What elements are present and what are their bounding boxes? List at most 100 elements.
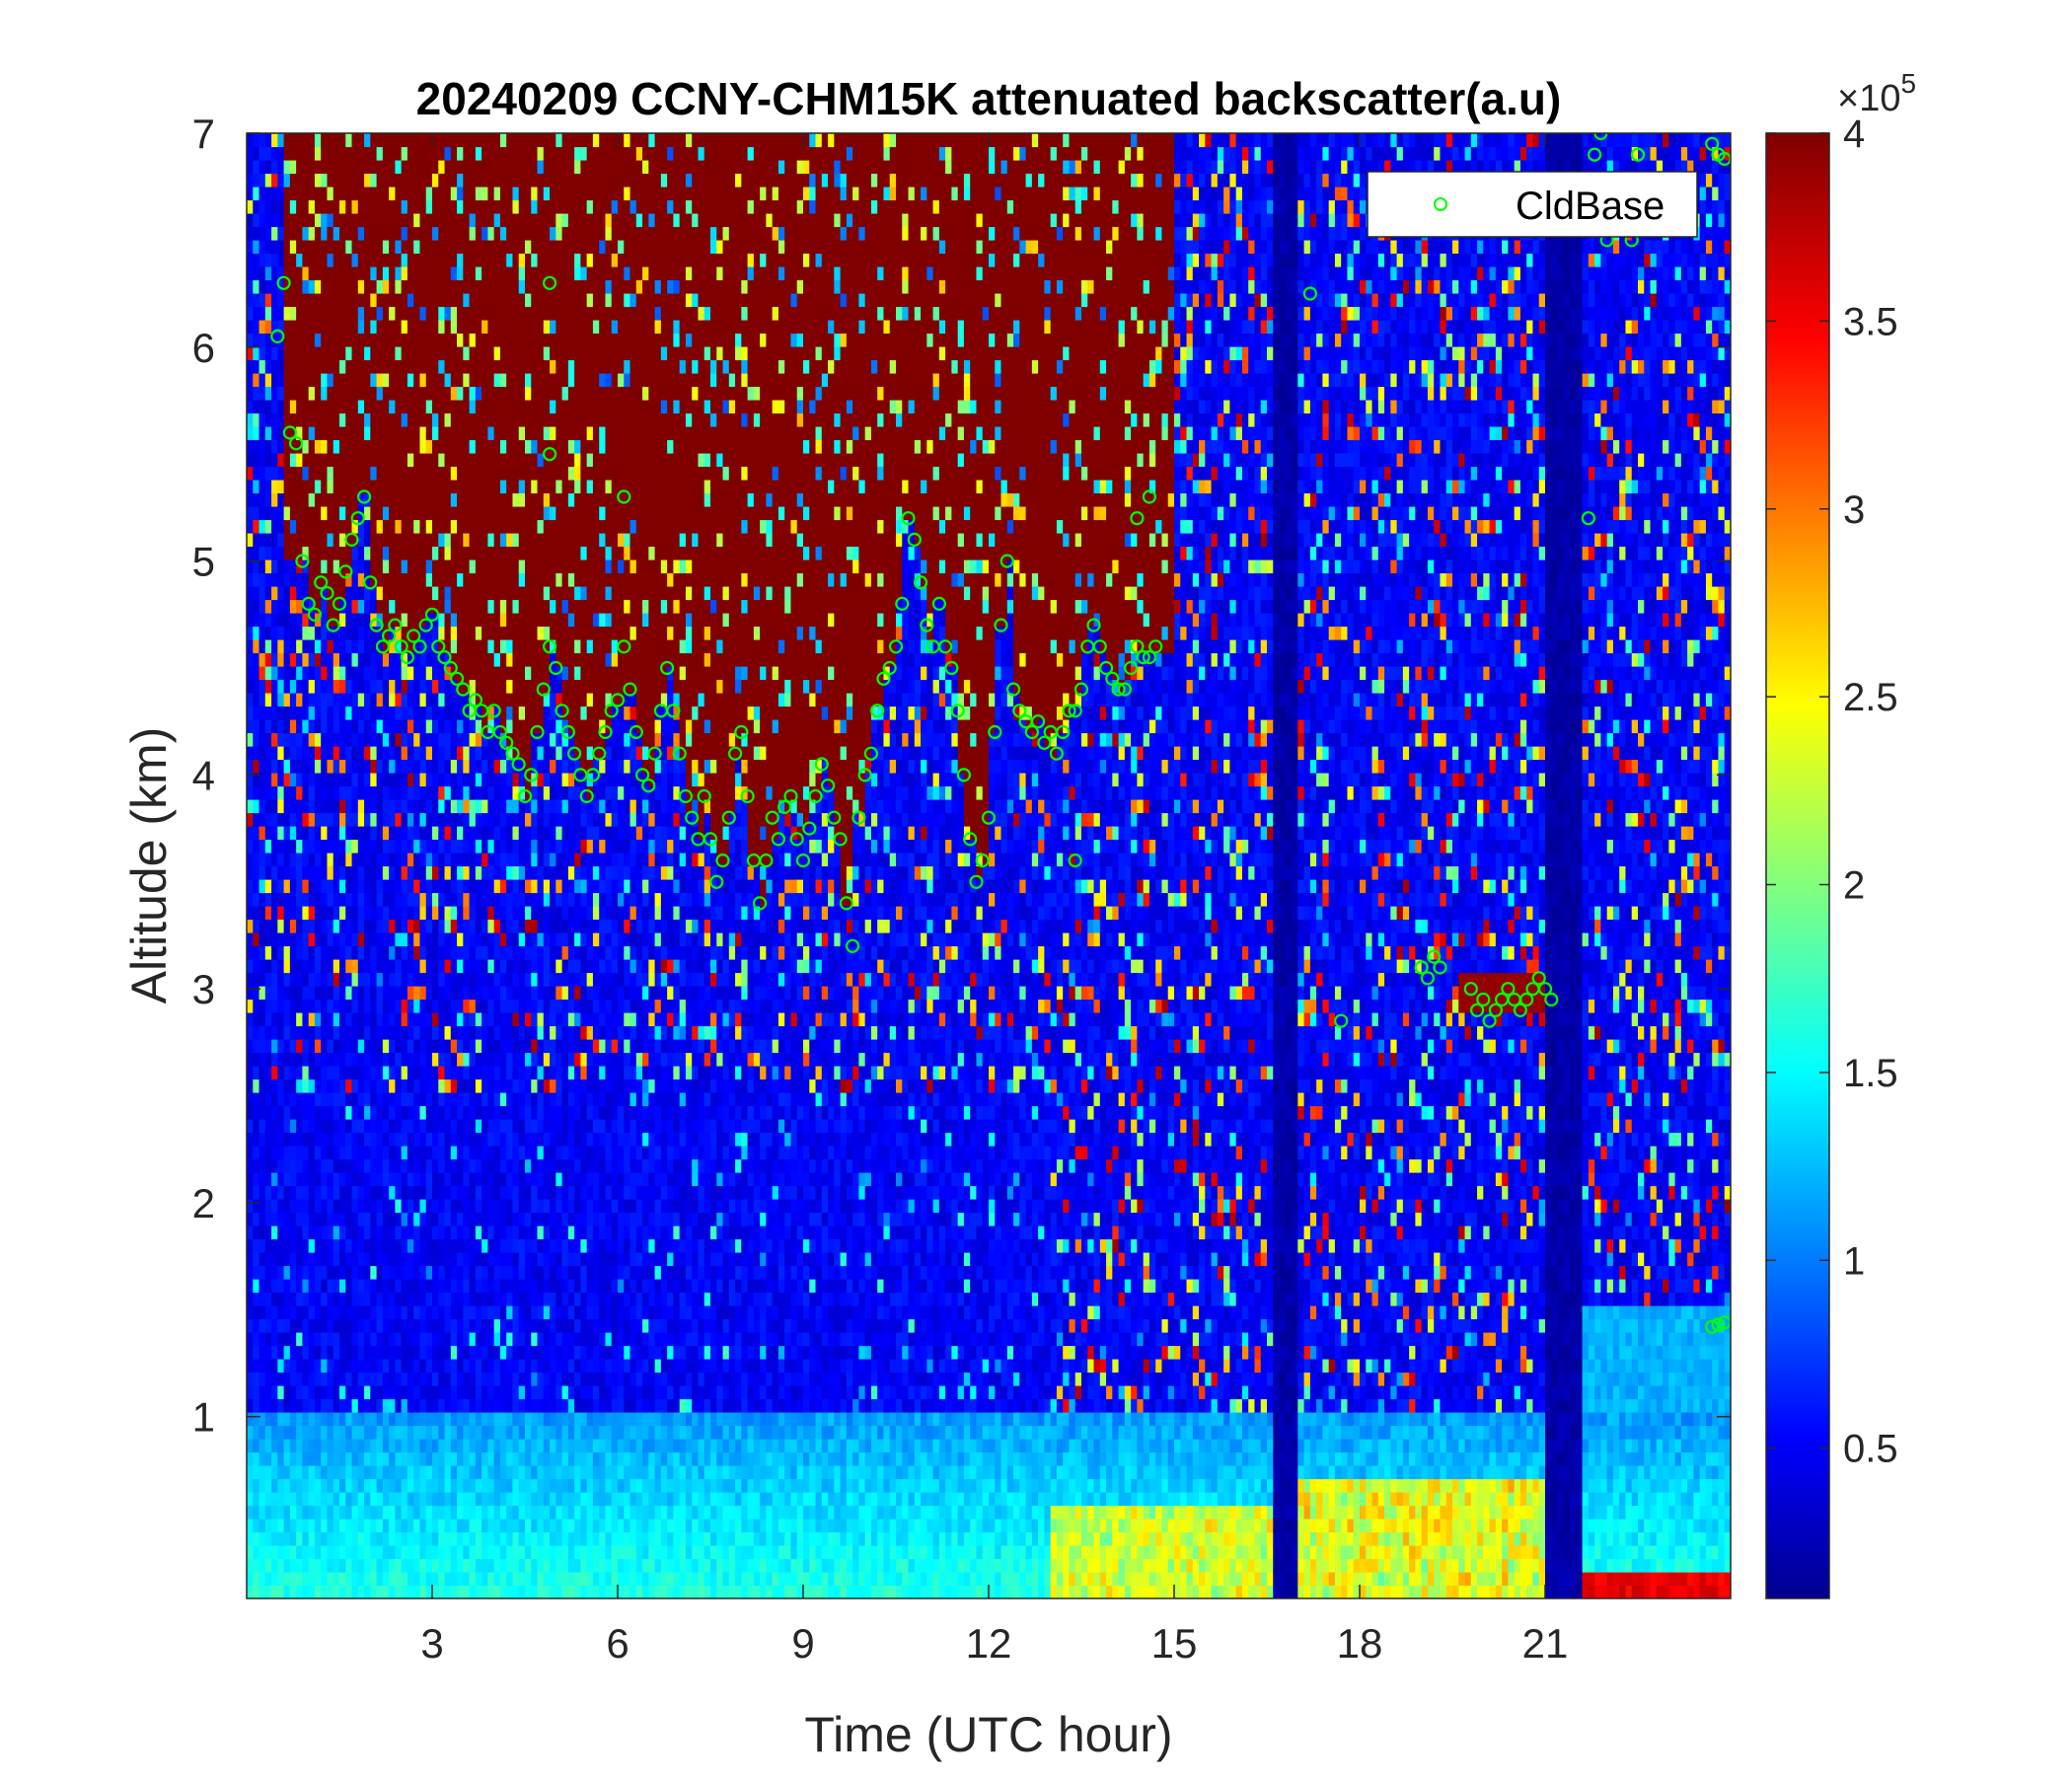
heatmap-cell (389, 1119, 396, 1134)
heatmap-cell (525, 1465, 532, 1480)
heatmap-cell (308, 559, 316, 574)
heatmap-cell (425, 133, 433, 148)
heatmap-cell (370, 1292, 378, 1306)
heatmap-cell (512, 1225, 520, 1240)
heatmap-cell (506, 1385, 514, 1400)
heatmap-cell (401, 1146, 408, 1160)
heatmap-cell (247, 1531, 254, 1546)
heatmap-cell (289, 652, 297, 667)
heatmap-cell (499, 533, 507, 548)
heatmap-cell (506, 999, 514, 1013)
heatmap-cell (389, 1012, 396, 1027)
heatmap-cell (512, 652, 520, 667)
heatmap-cell (450, 1572, 458, 1587)
heatmap-cell (327, 1531, 334, 1546)
heatmap-cell (487, 186, 495, 201)
heatmap-cell (518, 412, 526, 427)
heatmap-cell (357, 1585, 365, 1598)
heatmap-cell (401, 1066, 408, 1080)
heatmap-cell (296, 439, 303, 454)
heatmap-cell (481, 613, 488, 628)
heatmap-cell (506, 1439, 514, 1453)
heatmap-cell (512, 1066, 520, 1080)
heatmap-cell (308, 1066, 316, 1080)
heatmap-cell (389, 412, 396, 427)
heatmap-cell (277, 1359, 285, 1373)
heatmap-cell (493, 1199, 501, 1214)
heatmap-cell (314, 1225, 322, 1240)
heatmap-cell (296, 253, 303, 267)
heatmap-cell (302, 426, 310, 441)
heatmap-cell (259, 1478, 266, 1493)
heatmap-cell (506, 599, 514, 614)
heatmap-cell (475, 426, 482, 441)
heatmap-cell (302, 1505, 310, 1520)
heatmap-cell (314, 146, 322, 161)
heatmap-cell (457, 1585, 464, 1598)
heatmap-cell (247, 1265, 254, 1280)
heatmap-cell (425, 666, 433, 681)
heatmap-cell (296, 1505, 303, 1520)
heatmap-cell (302, 1585, 310, 1598)
heatmap-cell (407, 826, 414, 841)
heatmap-cell (506, 906, 514, 921)
heatmap-cell (364, 226, 371, 241)
heatmap-cell (321, 1385, 329, 1400)
heatmap-cell (357, 226, 365, 241)
heatmap-cell (264, 160, 272, 175)
heatmap-cell (271, 586, 278, 601)
heatmap-cell (457, 213, 464, 228)
heatmap-cell (321, 412, 329, 427)
heatmap-cell (253, 679, 260, 694)
heatmap-cell (333, 853, 340, 867)
heatmap-cell (247, 865, 254, 880)
heatmap-cell (351, 1052, 359, 1067)
heatmap-cell (339, 999, 346, 1013)
heatmap-cell (425, 1172, 433, 1187)
heatmap-cell (475, 1119, 482, 1134)
heatmap-cell (444, 306, 452, 321)
heatmap-cell (357, 400, 365, 414)
heatmap-cell (457, 173, 464, 187)
heatmap-cell (518, 719, 526, 734)
heatmap-cell (493, 1078, 501, 1093)
heatmap-cell (351, 1372, 359, 1386)
heatmap-cell (506, 533, 514, 548)
heatmap-cell (364, 652, 371, 667)
heatmap-cell (401, 199, 408, 214)
heatmap-cell (475, 240, 482, 255)
heatmap-cell (401, 506, 408, 521)
heatmap-cell (487, 333, 495, 347)
heatmap-cell (277, 999, 285, 1013)
heatmap-cell (296, 1318, 303, 1333)
heatmap-cell (277, 906, 285, 921)
heatmap-cell (321, 626, 329, 640)
heatmap-cell (345, 1545, 353, 1560)
heatmap-cell (389, 732, 396, 747)
heatmap-cell (525, 1172, 532, 1187)
heatmap-cell (493, 466, 501, 481)
heatmap-cell (499, 373, 507, 388)
heatmap-cell (518, 679, 526, 694)
heatmap-cell (364, 1439, 371, 1453)
heatmap-cell (277, 1465, 285, 1480)
heatmap-cell (425, 1238, 433, 1253)
heatmap-cell (271, 919, 278, 933)
heatmap-cell (264, 746, 272, 761)
heatmap-cell (289, 466, 297, 481)
heatmap-cell (382, 1225, 390, 1240)
heatmap-cell (518, 1078, 526, 1093)
heatmap-cell (481, 1372, 488, 1386)
heatmap-cell (296, 359, 303, 374)
heatmap-cell (351, 999, 359, 1013)
heatmap-cell (450, 1359, 458, 1373)
heatmap-cell (283, 439, 291, 454)
heatmap-cell (389, 639, 396, 654)
heatmap-cell (264, 1225, 272, 1240)
heatmap-cell (444, 1519, 452, 1533)
heatmap-cell (339, 865, 346, 880)
heatmap-cell (499, 133, 507, 148)
heatmap-cell (302, 759, 310, 774)
heatmap-cell (506, 1305, 514, 1320)
heatmap-cell (438, 160, 446, 175)
